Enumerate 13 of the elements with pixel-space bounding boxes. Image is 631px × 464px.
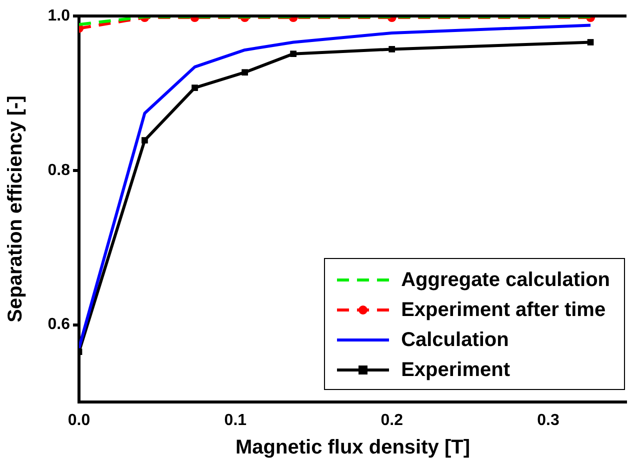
x-tick-label: 0.0: [68, 412, 90, 430]
x-axis-title: Magnetic flux density [T]: [236, 436, 470, 459]
x-tick-label: 0.2: [380, 412, 404, 430]
legend-label: Experiment: [401, 358, 510, 382]
y-tick-label: 0.6: [48, 316, 70, 334]
legend-label: Aggregate calculation: [401, 268, 610, 292]
y-tick-label: 0.8: [48, 162, 70, 179]
x-tick-label: 0.1: [224, 412, 247, 430]
y-tick-label: 1.0: [48, 7, 70, 24]
legend-label: Calculation: [401, 328, 509, 352]
y-axis-title: Separation efficiency [-]: [4, 96, 27, 322]
x-tick-label: 0.3: [537, 412, 560, 430]
legend-label: Experiment after time: [401, 298, 606, 322]
